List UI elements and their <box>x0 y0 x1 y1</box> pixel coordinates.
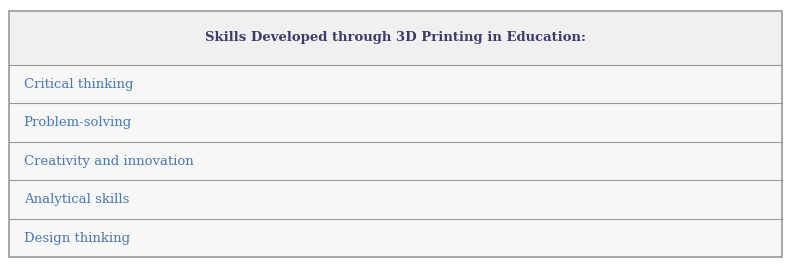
Text: Skills Developed through 3D Printing in Education:: Skills Developed through 3D Printing in … <box>205 31 586 44</box>
Bar <box>9 180 782 219</box>
Text: Design thinking: Design thinking <box>24 232 130 244</box>
Text: Critical thinking: Critical thinking <box>24 78 133 91</box>
Bar <box>9 11 782 65</box>
Text: Creativity and innovation: Creativity and innovation <box>24 155 194 168</box>
Bar <box>9 103 782 142</box>
Bar <box>9 142 782 180</box>
Bar <box>9 219 782 257</box>
Text: Problem-solving: Problem-solving <box>24 116 132 129</box>
Text: Analytical skills: Analytical skills <box>24 193 129 206</box>
Bar <box>9 65 782 103</box>
